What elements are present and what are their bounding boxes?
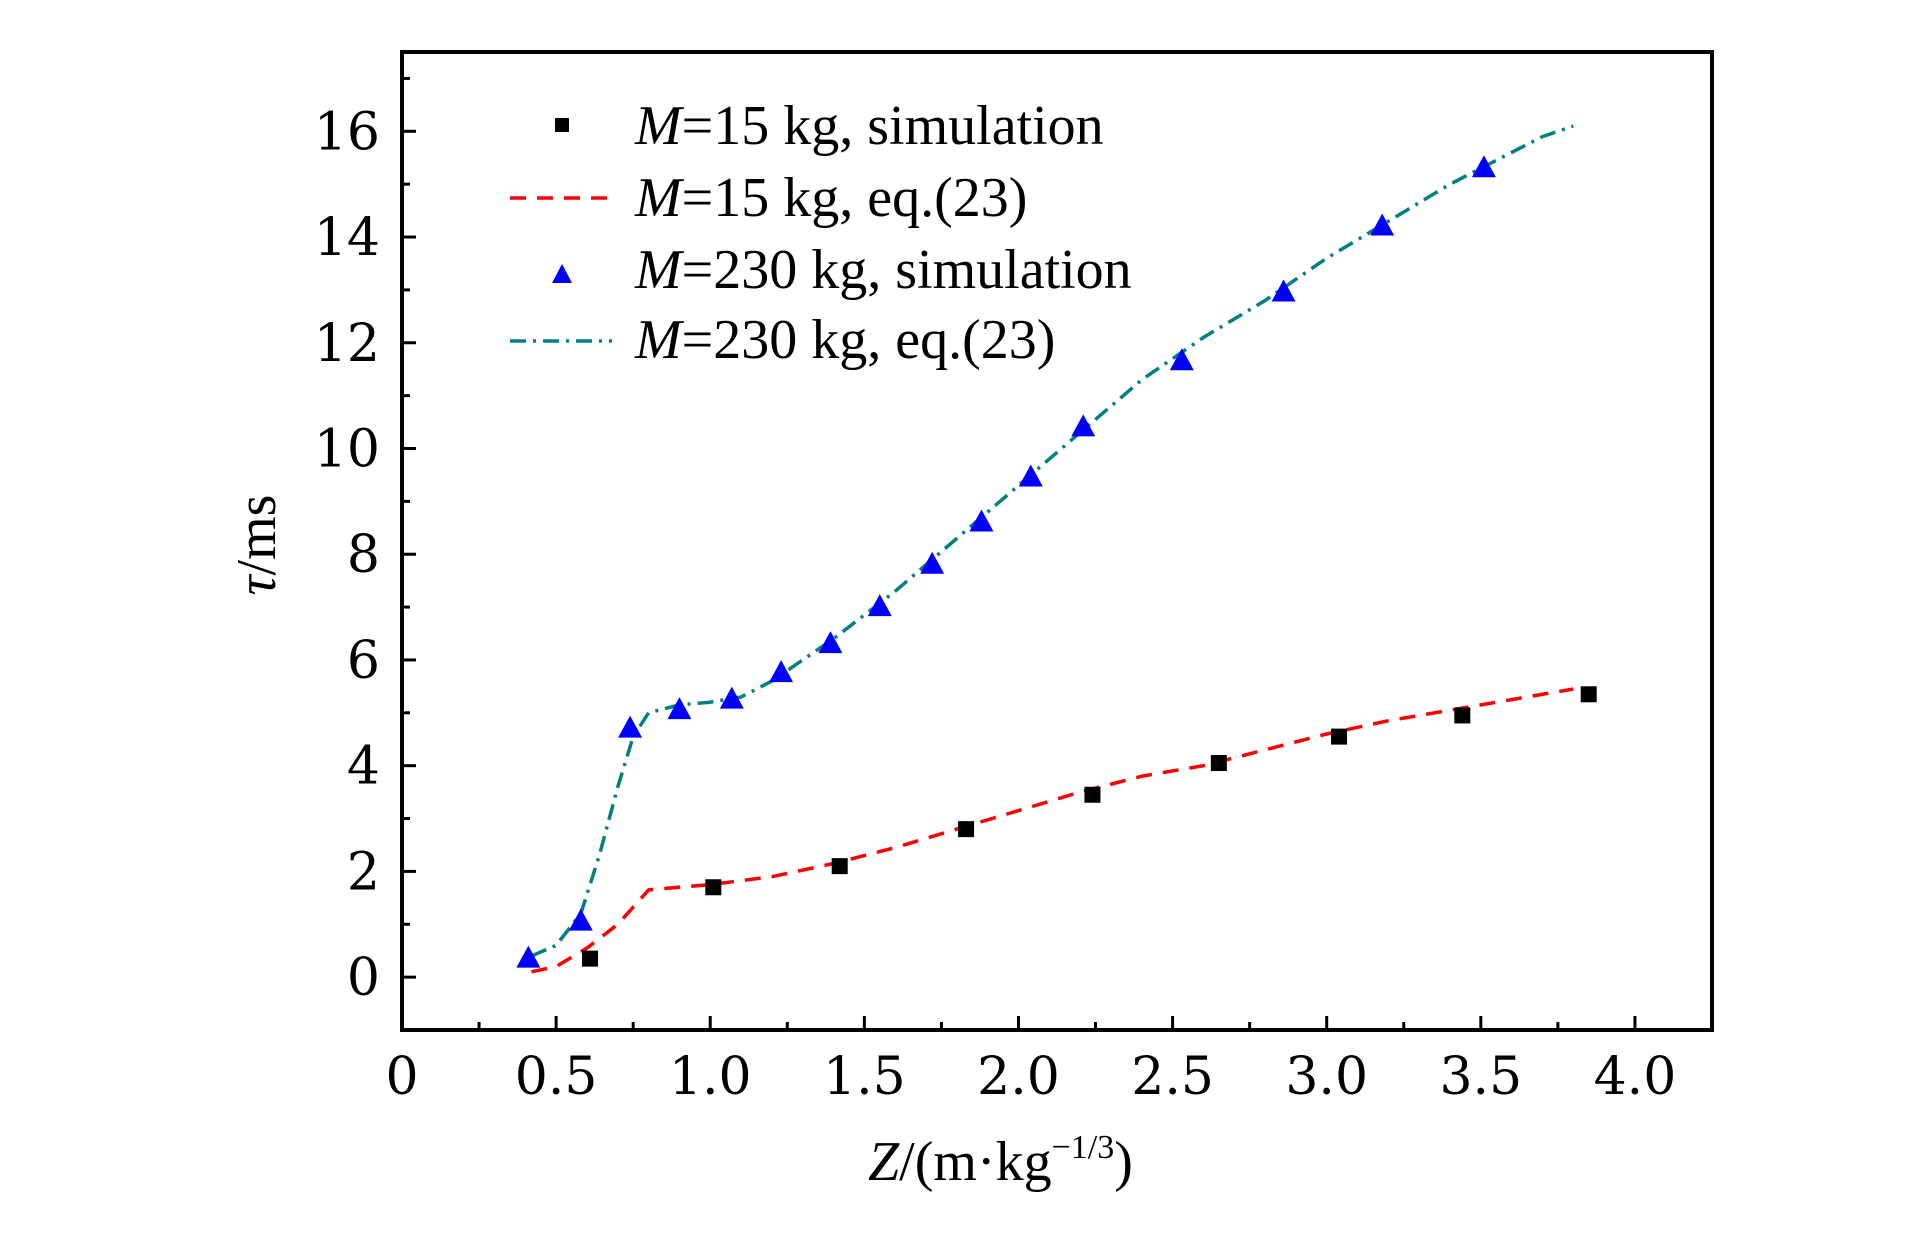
data-point-square xyxy=(1084,786,1101,803)
series-line-3 xyxy=(530,124,1574,958)
x-tick-label: 2.0 xyxy=(977,1047,1060,1107)
x-tick-label: 1.0 xyxy=(669,1047,752,1107)
data-point-triangle xyxy=(969,509,994,532)
data-point-triangle xyxy=(516,945,541,968)
x-tick-labels: 0 0.5 1.0 1.5 2.0 2.5 3.0 3.5 4.0 xyxy=(385,1047,1676,1107)
svg-text:M=230 kg, simulation: M=230 kg, simulation xyxy=(634,239,1132,301)
data-point-square xyxy=(1580,686,1597,703)
y-tick-label: 4 xyxy=(347,737,380,797)
y-tick-label: 10 xyxy=(314,419,380,479)
data-point-triangle xyxy=(667,697,692,720)
y-tick-label: 2 xyxy=(347,842,380,902)
data-point-triangle xyxy=(1471,155,1496,178)
data-point-triangle xyxy=(1169,348,1194,371)
x-tick-label: 0 xyxy=(385,1047,418,1107)
data-point-triangle xyxy=(769,660,794,683)
svg-text:M=230 kg, eq.(23): M=230 kg, eq.(23) xyxy=(634,309,1055,371)
x-axis-label: Z/(m·kg−1/3) xyxy=(868,1129,1133,1193)
series-markers xyxy=(516,155,1597,968)
data-point-triangle xyxy=(568,908,593,931)
legend-entry-m230-eq: M=230 kg, eq.(23) xyxy=(510,309,1055,371)
legend-entry-m15-sim: M=15 kg, simulation xyxy=(555,95,1104,157)
data-point-triangle xyxy=(818,631,843,654)
legend-marker-triangle xyxy=(552,264,572,283)
x-tick-label: 3.5 xyxy=(1439,1047,1522,1107)
data-point-triangle xyxy=(618,715,643,738)
x-tick-label: 4.0 xyxy=(1594,1047,1677,1107)
data-point-square xyxy=(582,950,599,967)
series-line-1 xyxy=(531,687,1574,974)
data-point-square xyxy=(958,821,975,838)
y-tick-label: 14 xyxy=(314,208,380,268)
data-point-triangle xyxy=(1071,414,1096,437)
axis-ticks xyxy=(400,76,1637,1032)
y-axis-label: τ/ms xyxy=(226,495,288,596)
y-tick-label: 6 xyxy=(347,631,380,691)
plot-frame xyxy=(400,50,1714,1032)
x-tick-label: 2.5 xyxy=(1131,1047,1214,1107)
data-point-triangle xyxy=(867,594,892,617)
y-tick-labels: 0 2 4 6 8 10 12 14 16 xyxy=(314,102,380,1008)
data-point-triangle xyxy=(920,551,945,574)
legend-entry-m230-sim: M=230 kg, simulation xyxy=(552,239,1132,301)
svg-text:M=15 kg, eq.(23): M=15 kg, eq.(23) xyxy=(634,167,1027,229)
x-tick-label: 0.5 xyxy=(515,1047,598,1107)
svg-text:M=15 kg, simulation: M=15 kg, simulation xyxy=(634,95,1104,157)
legend: M=15 kg, simulation M=15 kg, eq.(23) M=2… xyxy=(510,95,1132,371)
data-point-triangle xyxy=(1370,213,1395,236)
legend-marker-square xyxy=(555,118,569,132)
data-point-triangle xyxy=(1018,464,1043,487)
y-tick-label: 8 xyxy=(347,525,380,585)
data-point-square xyxy=(1331,728,1348,745)
legend-entry-m15-eq: M=15 kg, eq.(23) xyxy=(510,167,1027,229)
data-point-square xyxy=(831,858,848,875)
data-point-square xyxy=(705,879,722,896)
data-point-square xyxy=(1454,707,1471,724)
data-point-triangle xyxy=(1271,279,1296,302)
y-tick-label: 16 xyxy=(314,102,380,162)
series-lines xyxy=(530,124,1574,974)
y-tick-label: 12 xyxy=(314,314,380,374)
x-tick-label: 3.0 xyxy=(1285,1047,1368,1107)
data-point-triangle xyxy=(719,686,744,709)
x-tick-label: 1.5 xyxy=(823,1047,906,1107)
y-tick-label: 0 xyxy=(347,948,380,1008)
data-point-square xyxy=(1210,755,1227,772)
